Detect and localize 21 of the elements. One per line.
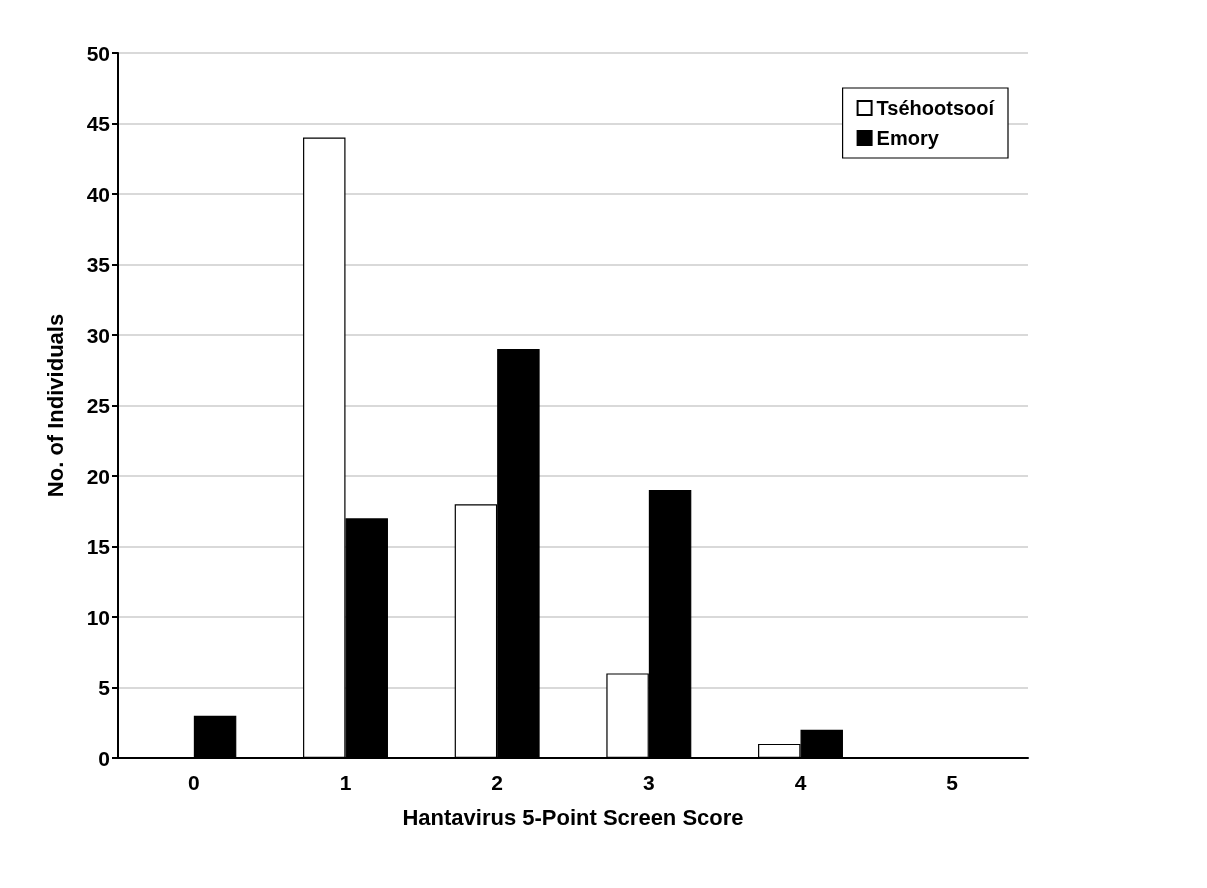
y-tick-label: 20 [86, 464, 110, 488]
x-tick-label: 2 [491, 771, 504, 794]
y-tick-label: 10 [86, 605, 110, 629]
x-tick-label: 0 [187, 771, 200, 794]
x-tick-label: 4 [794, 771, 807, 794]
y-tick-label: 35 [86, 253, 111, 276]
y-tick-label: 15 [86, 535, 111, 558]
y-tick-label: 0 [98, 746, 110, 770]
x-axis-title: Hantavirus 5-Point Screen Score [402, 804, 744, 830]
x-tick-label: 5 [946, 771, 959, 794]
y-tick-label: 5 [98, 676, 111, 699]
legend-label: Emory [876, 127, 940, 149]
x-tick-label: 1 [339, 771, 352, 794]
legend-label: Tséhootsooí [876, 97, 996, 119]
y-tick-label: 50 [86, 41, 110, 65]
x-tick-label: 3 [642, 771, 655, 794]
y-tick-label: 30 [86, 323, 110, 347]
y-tick-label: 25 [86, 394, 111, 417]
y-tick-label: 40 [86, 182, 110, 206]
y-axis-title: No. of Individuals [42, 313, 68, 498]
y-tick-label: 45 [86, 112, 111, 135]
